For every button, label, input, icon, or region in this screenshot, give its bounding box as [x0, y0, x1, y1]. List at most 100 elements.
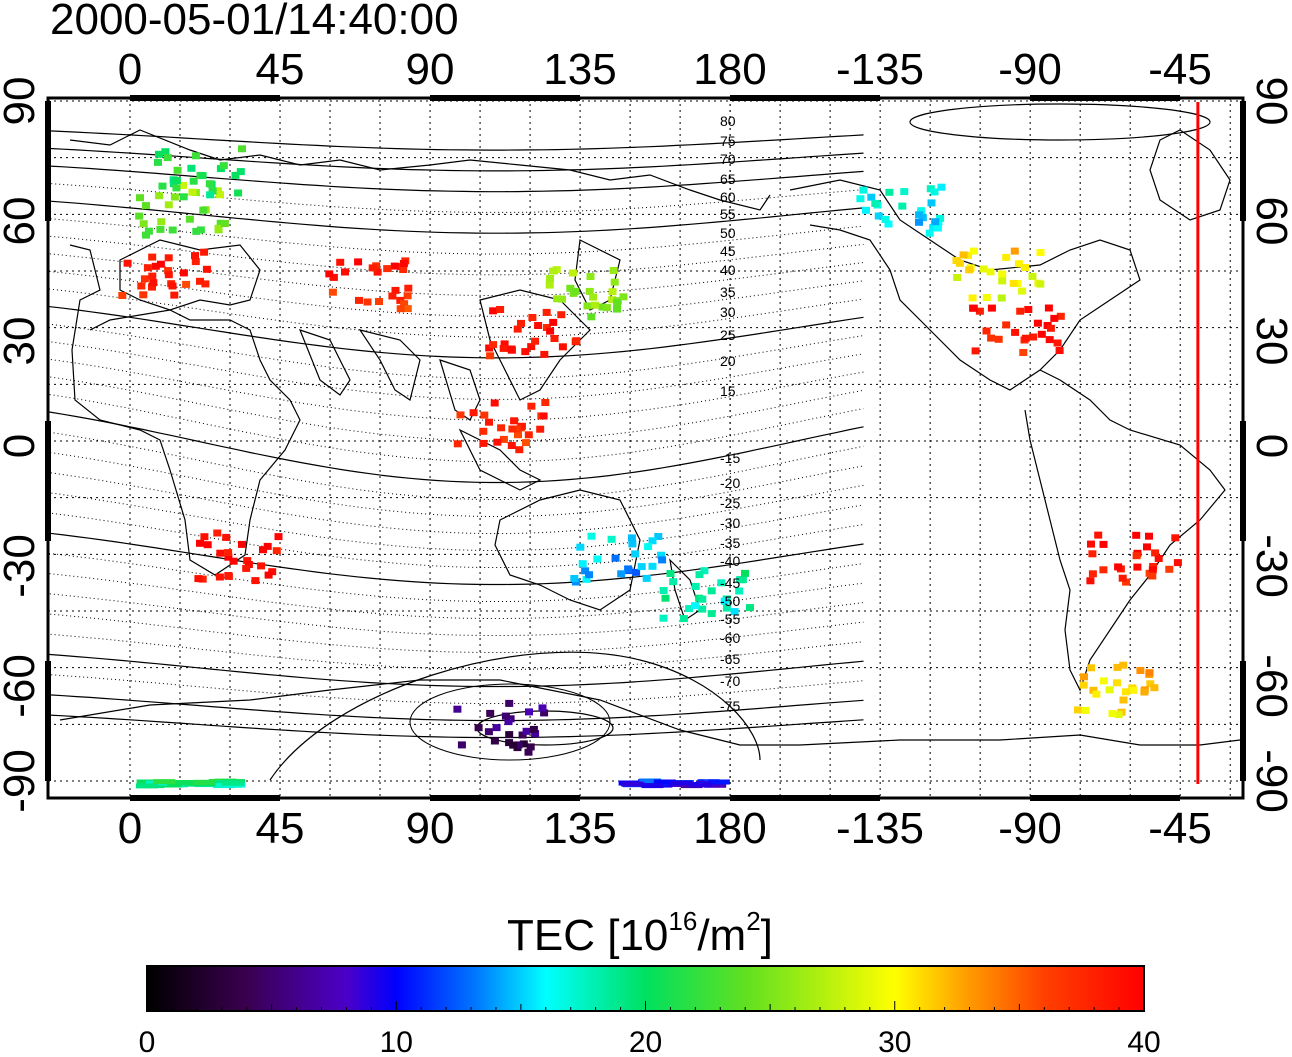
- tec-data-point: [1010, 247, 1019, 255]
- tec-data-point: [158, 182, 167, 190]
- tec-data-point: [1028, 272, 1037, 280]
- tec-data-point: [609, 267, 618, 274]
- frame-bar-left: [45, 661, 51, 781]
- tec-data-point: [1143, 543, 1151, 551]
- tec-data-point: [222, 533, 231, 541]
- tec-data-point: [214, 187, 222, 195]
- tec-data-point: [157, 218, 166, 226]
- tec-data-point: [224, 572, 233, 580]
- tec-data-point: [479, 439, 488, 447]
- tec-data-point: [203, 541, 212, 549]
- tec-data-point: [1016, 307, 1025, 315]
- mlat-contour: [48, 235, 864, 276]
- contour-label: -15: [720, 450, 740, 466]
- lon-tick-top: 90: [406, 45, 455, 94]
- coastline: [494, 489, 641, 611]
- lat-tick-right: 30: [1247, 317, 1292, 366]
- tec-data-point: [578, 560, 587, 568]
- tec-data-point: [514, 431, 522, 439]
- tec-data-point: [198, 172, 207, 180]
- tec-data-point: [644, 543, 653, 551]
- tec-data-point: [658, 556, 667, 564]
- tec-data-point: [164, 254, 173, 262]
- tec-data-point: [172, 177, 181, 184]
- tec-data-point: [136, 194, 144, 202]
- tec-data-point: [659, 614, 668, 622]
- tec-data-point: [529, 725, 538, 733]
- tec-data-point: [1118, 574, 1127, 582]
- tec-data-points: [118, 145, 1182, 789]
- tec-data-point: [236, 168, 245, 176]
- tec-data-point: [173, 780, 195, 786]
- tec-data-point: [591, 301, 600, 309]
- coastline: [1024, 369, 1226, 692]
- lat-tick-left: 90: [0, 77, 44, 126]
- frame-bar-left: [45, 101, 51, 221]
- tec-data-point: [193, 779, 216, 785]
- contour-label: 30: [720, 304, 736, 320]
- tec-data-point: [571, 287, 580, 295]
- tec-data-point: [168, 282, 177, 290]
- tec-data-point: [856, 195, 865, 203]
- mlat-contour: [48, 200, 864, 234]
- tec-data-point: [937, 183, 946, 191]
- tec-data-point: [518, 731, 527, 739]
- tec-data-point: [587, 532, 596, 540]
- tec-data-point: [550, 335, 559, 342]
- frame-bar-bottom: [1030, 795, 1180, 801]
- tec-data-point: [325, 270, 334, 278]
- tec-data-point: [373, 268, 382, 276]
- tec-data-point: [986, 268, 995, 276]
- tec-data-point: [489, 307, 498, 315]
- frame-bar-top: [730, 95, 880, 101]
- coastline: [119, 239, 261, 311]
- tec-data-point: [243, 557, 252, 565]
- tec-data-point: [611, 554, 620, 562]
- tec-data-point: [969, 304, 978, 312]
- contour-label: -60: [720, 630, 740, 646]
- tec-data-point: [525, 708, 533, 716]
- tec-data-point: [587, 313, 596, 321]
- tec-data-point: [582, 575, 591, 583]
- tec-data-point: [539, 412, 548, 420]
- tec-data-point: [524, 748, 533, 756]
- tec-data-point: [648, 562, 657, 570]
- tec-data-point: [524, 431, 533, 439]
- tec-data-point: [196, 226, 205, 234]
- tec-data-point: [619, 293, 628, 301]
- tec-data-point: [194, 575, 203, 583]
- tec-data-point: [1092, 690, 1101, 698]
- north-pole-contour: [909, 103, 1211, 141]
- mlat-contour: [48, 341, 864, 400]
- tec-data-point: [1037, 330, 1046, 338]
- tec-data-point: [189, 177, 198, 185]
- tec-data-point: [700, 567, 709, 575]
- tec-data-point: [1108, 710, 1117, 718]
- tec-data-point: [1114, 563, 1123, 571]
- tec-data-point: [187, 164, 196, 172]
- frame-bar-top: [130, 95, 280, 101]
- tec-data-point: [263, 542, 272, 550]
- contour-label: 40: [720, 262, 736, 278]
- tec-data-point: [915, 218, 923, 226]
- tec-data-point: [1145, 532, 1153, 540]
- tec-data-point: [1036, 280, 1045, 288]
- tec-data-point: [497, 424, 506, 432]
- lon-tick-top: 0: [118, 45, 142, 94]
- tec-data-point: [968, 294, 977, 302]
- contour-label: -55: [720, 611, 740, 627]
- tec-data-point: [164, 271, 173, 279]
- tec-data-point: [139, 291, 148, 299]
- tec-data-point: [598, 303, 607, 311]
- tec-data-point: [669, 578, 678, 586]
- tec-data-point: [208, 187, 217, 195]
- contour-label: -50: [720, 593, 740, 609]
- lon-tick-bottom: -90: [998, 804, 1062, 853]
- tec-data-point: [159, 782, 182, 788]
- tec-data-point: [142, 202, 150, 210]
- tec-data-point: [336, 258, 345, 266]
- tec-data-point: [457, 741, 466, 749]
- mlat-contour: [48, 653, 864, 688]
- frame-bar-right: [1240, 661, 1246, 781]
